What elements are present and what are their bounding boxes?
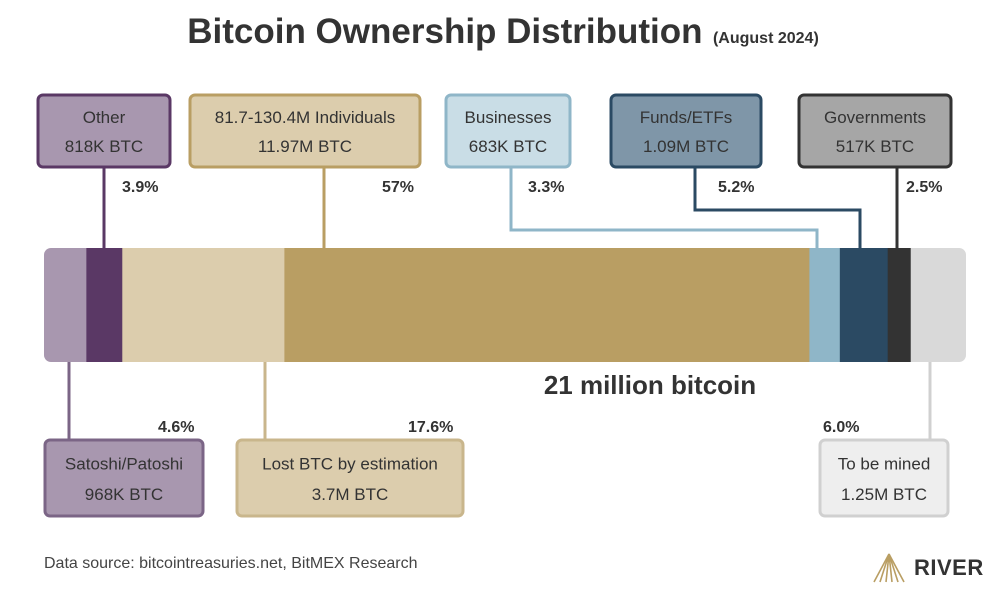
segment-name-tobemined: To be mined [838, 455, 931, 474]
segment-pct-funds: 5.2% [718, 179, 754, 196]
segment-pct-lost: 17.6% [408, 419, 453, 436]
label-box-satoshi: Satoshi/Patoshi 968K BTC [43, 438, 205, 518]
segment-pct-tobemined: 6.0% [823, 419, 859, 436]
segment-value-other: 818K BTC [65, 137, 143, 156]
segment-pct-other: 3.9% [122, 179, 158, 196]
segment-name-businesses: Businesses [465, 108, 552, 127]
bar-segment-funds [839, 248, 889, 362]
segment-value-businesses: 683K BTC [469, 137, 547, 156]
label-box-bg-lost [235, 438, 465, 518]
bar-segments [44, 248, 966, 362]
label-box-businesses: Businesses 683K BTC [444, 93, 572, 169]
label-box-bg-funds [609, 93, 763, 169]
segment-value-satoshi: 968K BTC [85, 485, 163, 504]
label-box-bg-businesses [444, 93, 572, 169]
bar-segment-other [86, 248, 123, 362]
title-row: Bitcoin Ownership Distribution (August 2… [0, 12, 1006, 52]
label-box-bg-individuals [188, 93, 422, 169]
segment-name-funds: Funds/ETFs [640, 108, 733, 127]
chart-title: Bitcoin Ownership Distribution [187, 12, 703, 51]
segment-value-individuals: 11.97M BTC [258, 137, 352, 156]
segment-value-lost: 3.7M BTC [312, 485, 389, 504]
label-box-funds: Funds/ETFs 1.09M BTC [609, 93, 763, 169]
bar-segment-governments [887, 248, 912, 362]
label-box-tobemined: To be mined 1.25M BTC [818, 438, 950, 518]
label-box-individuals: 81.7-130.4M Individuals 11.97M BTC [188, 93, 422, 169]
brand-logo: RIVER [870, 550, 984, 586]
data-source: Data source: bitcointreasuries.net, BitM… [44, 555, 418, 572]
segment-value-governments: 517K BTC [836, 137, 914, 156]
label-box-bg-satoshi [43, 438, 205, 518]
label-box-bg-governments [797, 93, 953, 169]
label-box-bg-other [36, 93, 172, 169]
bar-segment-individuals [284, 248, 810, 362]
segment-pct-satoshi: 4.6% [158, 419, 194, 436]
bar-segment-lost [122, 248, 285, 362]
segment-name-governments: Governments [824, 108, 926, 127]
brand-name: RIVER [914, 555, 984, 580]
chart-subtitle: (August 2024) [712, 30, 819, 47]
segment-name-lost: Lost BTC by estimation [262, 455, 438, 474]
segment-pct-governments: 2.5% [906, 179, 942, 196]
segment-value-tobemined: 1.25M BTC [841, 485, 927, 504]
label-box-governments: Governments 517K BTC [797, 93, 953, 169]
segment-name-individuals: 81.7-130.4M Individuals [215, 108, 396, 127]
segment-value-funds: 1.09M BTC [643, 137, 729, 156]
total-label: 21 million bitcoin [543, 370, 757, 400]
segment-name-satoshi: Satoshi/Patoshi [65, 455, 183, 474]
segment-name-other: Other [83, 108, 126, 127]
bar-segment-businesses [809, 248, 841, 362]
segment-pct-individuals: 57% [382, 179, 414, 196]
label-box-lost: Lost BTC by estimation 3.7M BTC [235, 438, 465, 518]
label-box-bg-tobemined [818, 438, 950, 518]
segment-pct-businesses: 3.3% [528, 179, 564, 196]
river-logo-icon [873, 553, 905, 583]
bar-segment-satoshi [44, 248, 87, 362]
leader-line-funds [693, 167, 862, 248]
leader-line-businesses [509, 167, 819, 248]
label-box-other: Other 818K BTC [36, 93, 172, 169]
bar-segment-tobemined [910, 248, 966, 362]
